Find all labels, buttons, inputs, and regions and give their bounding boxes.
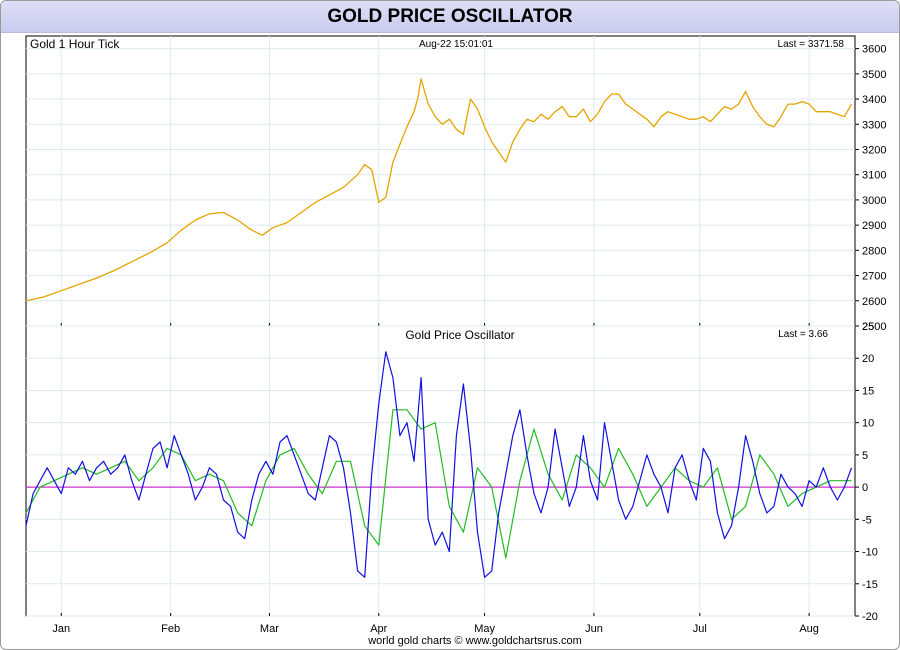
y-tick-label: 20	[862, 353, 874, 365]
x-tick-label: May	[474, 623, 495, 635]
oscillator-plot-area	[25, 325, 856, 617]
y-tick-label: -15	[862, 579, 878, 591]
y-tick-label: 5	[862, 450, 868, 462]
x-tick-label: Jul	[693, 623, 707, 635]
y-tick-label: 2800	[862, 245, 886, 257]
y-tick-label: 2900	[862, 220, 886, 232]
x-tick-label: Mar	[260, 623, 279, 635]
y-tick-label: 3100	[862, 170, 886, 182]
y-tick-label: -20	[862, 611, 878, 623]
y-tick-label: 3200	[862, 144, 886, 156]
y-tick-label: 2600	[862, 296, 886, 308]
price-line	[25, 78, 853, 302]
oscillator-panel-title: Gold Price Oscillator	[405, 328, 514, 342]
price-series	[25, 78, 853, 302]
price-plot-area	[25, 35, 856, 327]
oscillator-series	[25, 351, 855, 578]
price-y-ticks: 2500 2600 2700 2800 2900 3000 3100 3200 3300 3400…	[60, 44, 886, 333]
y-tick-label: -10	[862, 547, 878, 559]
y-tick-label: 3000	[862, 195, 886, 207]
oscillator-last-label: Last = 3.66	[778, 329, 828, 340]
x-tick-label: Jun	[585, 623, 603, 635]
x-tick-label: Jan	[52, 623, 70, 635]
x-axis-labels: Jan Feb Mar Apr May Jun Jul Aug	[52, 623, 819, 635]
signal-line	[25, 409, 852, 559]
oscillator-panel: -20 -15 -10 -5 0 5 10 15 20 25 Gold Price Oscilla…	[25, 321, 878, 623]
price-panel: 2500 2600 2700 2800 2900 3000 3100 3200 3300 3400…	[25, 35, 886, 333]
price-last-label: Last = 3371.58	[778, 39, 845, 50]
y-tick-label: 3400	[862, 94, 886, 106]
y-tick-label: 3600	[862, 44, 886, 56]
x-tick-label: Aug	[799, 623, 819, 635]
y-tick-label: 0	[862, 482, 868, 494]
oscillator-grid	[26, 325, 855, 617]
x-tick-label: Feb	[161, 623, 180, 635]
y-tick-label: 2700	[862, 271, 886, 283]
y-tick-label: 15	[862, 385, 874, 397]
x-tick-label: Apr	[370, 623, 387, 635]
price-panel-title: Gold 1 Hour Tick	[30, 37, 120, 51]
footer-credit: world gold charts © www.goldchartsrus.co…	[367, 635, 582, 647]
oscillator-line	[25, 351, 853, 578]
oscillator-y-ticks: -20 -15 -10 -5 0 5 10 15 20 25	[60, 321, 878, 623]
y-tick-label: 3500	[862, 69, 886, 81]
y-tick-label: 25	[862, 321, 874, 333]
y-tick-label: 2500	[862, 321, 886, 333]
price-panel-timestamp: Aug-22 15:01:01	[419, 39, 493, 50]
y-tick-label: 10	[862, 418, 874, 430]
chart-title: GOLD PRICE OSCILLATOR	[1, 1, 899, 33]
y-tick-label: -5	[862, 514, 872, 526]
y-tick-label: 3300	[862, 119, 886, 131]
